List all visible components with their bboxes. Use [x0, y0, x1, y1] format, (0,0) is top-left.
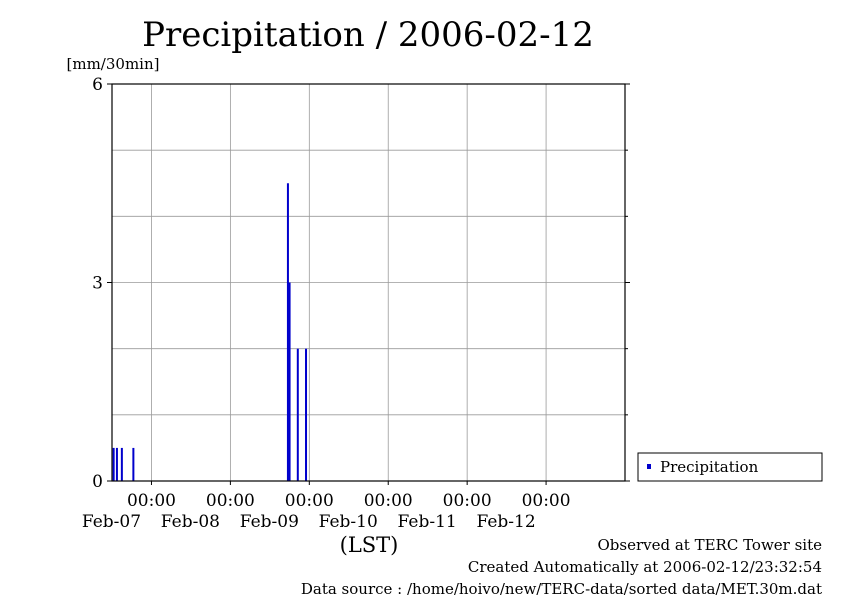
grid-lines — [112, 84, 625, 481]
y-tick-label: 6 — [92, 75, 103, 95]
precipitation-bar — [286, 183, 289, 481]
bar-series — [112, 183, 308, 481]
data-source-note: Data source : /home/hoivo/new/TERC-data/… — [301, 580, 822, 595]
precipitation-bar — [288, 282, 291, 481]
x-tick-time-label: 00:00 — [364, 491, 413, 511]
precipitation-bar — [112, 447, 115, 481]
legend-label: Precipitation — [660, 458, 759, 476]
precipitation-bar — [120, 447, 123, 481]
observed-note: Observed at TERC Tower site — [597, 536, 822, 554]
x-tick-date-label: Feb-08 — [161, 512, 220, 532]
x-tick-date-label: Feb-12 — [476, 512, 535, 532]
x-tick-date-label: Feb-07 — [82, 512, 141, 532]
x-tick-time-label: 00:00 — [443, 491, 492, 511]
precipitation-bar — [296, 348, 299, 481]
legend-box — [637, 452, 823, 482]
x-tick-time-label: 00:00 — [127, 491, 176, 511]
x-axis-label: (LST) — [340, 533, 399, 557]
y-axis-unit-label: [mm/30min] — [67, 55, 160, 73]
legend-swatch — [647, 464, 651, 469]
precipitation-bar — [305, 348, 308, 481]
chart-title: Precipitation / 2006-02-12 — [142, 15, 594, 55]
x-tick-time-label: 00:00 — [285, 491, 334, 511]
y-axis: 0 3 6 — [92, 75, 630, 492]
created-note: Created Automatically at 2006-02-12/23:3… — [468, 558, 822, 576]
precipitation-bar — [115, 447, 118, 481]
x-tick-date-label: Feb-10 — [319, 512, 378, 532]
x-tick-date-label: Feb-09 — [240, 512, 299, 532]
legend: Precipitation — [637, 452, 823, 482]
precipitation-bar — [132, 447, 135, 481]
x-axis: 00:00Feb-0700:00Feb-0800:00Feb-0900:00Fe… — [82, 481, 571, 532]
y-tick-label: 0 — [92, 472, 103, 492]
x-tick-date-label: Feb-11 — [398, 512, 457, 532]
x-tick-time-label: 00:00 — [206, 491, 255, 511]
y-tick-label: 3 — [92, 274, 103, 294]
x-tick-time-label: 00:00 — [522, 491, 571, 511]
